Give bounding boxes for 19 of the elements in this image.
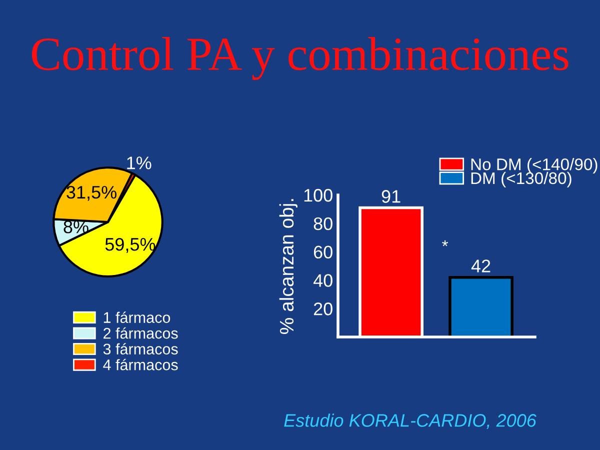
- y-tick-label: 20: [314, 302, 332, 316]
- legend-label: 4 fármacos: [103, 358, 178, 370]
- legend-label: 3 fármacos: [103, 343, 178, 355]
- text: Estudio KORAL-CARDIO, 2006: [284, 414, 536, 429]
- data-label: 91: [382, 190, 400, 203]
- y-tick-label: 40: [313, 274, 332, 287]
- legend-label: 2 fármacos: [104, 327, 178, 339]
- y-tick-label: 100: [304, 188, 332, 202]
- data-label: 42: [471, 260, 490, 272]
- annotation: *: [442, 240, 448, 246]
- legend-label: DM (<130/80): [471, 172, 572, 188]
- y-tick-label: 60: [314, 246, 332, 259]
- data-label: 59,5%: [105, 238, 156, 253]
- data-label: 31,5%: [66, 186, 116, 201]
- text: Control PA y combinaciones: [32, 37, 568, 80]
- legend-label: 1 fármaco: [104, 312, 170, 323]
- y-tick-label: 80: [314, 217, 332, 230]
- y-axis-title: % alcanzan obj.: [279, 199, 298, 334]
- data-label: 1%: [127, 156, 152, 170]
